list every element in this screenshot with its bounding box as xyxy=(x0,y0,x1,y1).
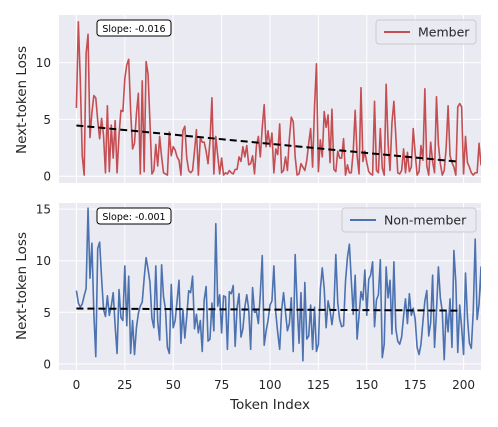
slope-annotation-text: Slope: -0.001 xyxy=(102,212,165,223)
x-tick-label: 25 xyxy=(117,378,132,392)
non-member-loss-line xyxy=(75,207,481,362)
x-tick-label: 100 xyxy=(259,378,282,392)
legend-label: Non-member xyxy=(384,213,467,228)
y-tick-label: 10 xyxy=(36,56,51,70)
x-tick-label: 175 xyxy=(404,378,427,392)
y-tick-label: 15 xyxy=(36,203,51,217)
x-tick-label: 75 xyxy=(214,378,229,392)
x-tick-label: 0 xyxy=(73,378,81,392)
y-tick-label: 0 xyxy=(43,357,51,371)
legend-label: Member xyxy=(418,25,470,40)
member-trend-line xyxy=(76,124,460,163)
member-legend: Member xyxy=(375,19,477,45)
y-axis-label: Next-token Loss xyxy=(14,232,30,340)
y-tick-label: 0 xyxy=(43,170,51,184)
member-loss-line xyxy=(75,21,481,176)
y-tick-label: 10 xyxy=(36,254,51,268)
x-tick-label: 200 xyxy=(452,378,475,392)
slope-annotation: Slope: -0.016 xyxy=(96,19,172,37)
slope-annotation-box xyxy=(96,19,172,37)
y-tick-label: 5 xyxy=(43,306,51,320)
x-tick-label: 50 xyxy=(166,378,181,392)
legend-box xyxy=(341,207,477,233)
slope-annotation: Slope: -0.001 xyxy=(96,207,172,225)
x-axis-label: Token Index xyxy=(229,397,310,413)
non-member-legend: Non-member xyxy=(341,207,477,233)
x-tick-label: 125 xyxy=(307,378,330,392)
x-tick-label: 150 xyxy=(355,378,378,392)
slope-annotation-box xyxy=(96,207,172,225)
member-panel: 0 5 10 Next-token Loss Slope: -0.016 Member xyxy=(14,15,481,184)
y-axis-label: Next-token Loss xyxy=(14,46,30,154)
legend-box xyxy=(375,19,477,45)
y-tick-label: 5 xyxy=(43,113,51,127)
slope-annotation-text: Slope: -0.016 xyxy=(102,24,165,35)
non-member-trend-line xyxy=(76,307,460,312)
